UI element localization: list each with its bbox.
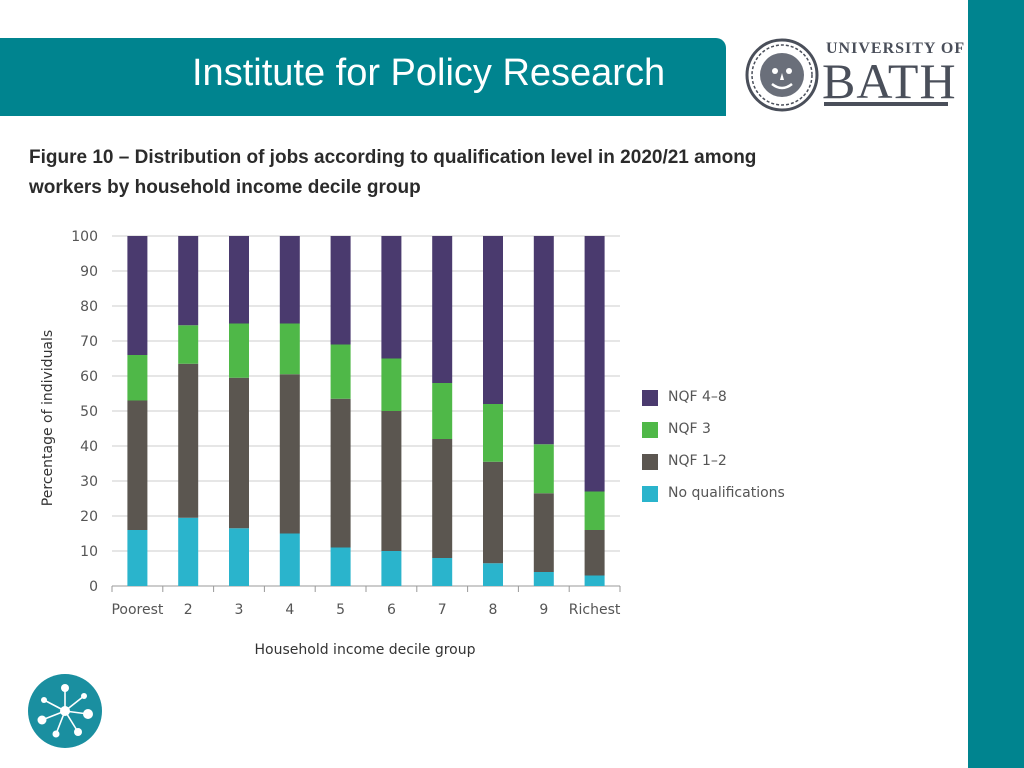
figure-title: Figure 10 – Distribution of jobs accordi… <box>29 147 757 198</box>
bar-segment <box>533 572 554 586</box>
x-tick-label: 5 <box>336 602 345 618</box>
x-axis-label: Household income decile group <box>255 642 476 658</box>
y-tick-label: 30 <box>80 474 98 490</box>
header-title: Institute for Policy Research <box>192 52 666 94</box>
logo-rule <box>824 102 948 106</box>
bar-segment <box>127 530 148 586</box>
logo-university-of: UNIVERSITY OF <box>826 40 966 57</box>
legend-swatch <box>642 422 658 438</box>
bar-segment <box>279 323 300 375</box>
bar-segment <box>533 444 554 494</box>
y-tick-label: 20 <box>80 509 98 525</box>
legend-swatch <box>642 390 658 406</box>
bar-segment <box>483 404 503 462</box>
x-tick-label: 2 <box>184 602 193 618</box>
bar-segment <box>178 236 199 326</box>
bar-segment <box>127 355 148 401</box>
bar-segment <box>279 533 300 586</box>
x-tick-label: 7 <box>438 602 447 618</box>
legend-label: NQF 1–2 <box>668 453 727 469</box>
x-tick-labels: Poorest 2 3 4 5 6 7 8 9 Richest <box>111 602 620 618</box>
bar-segment <box>533 236 554 445</box>
bar-segment <box>330 236 351 345</box>
bar-segment <box>127 400 148 530</box>
network-logo-icon <box>28 674 102 748</box>
bar-segment <box>229 323 249 378</box>
y-tick-label: 90 <box>80 264 98 280</box>
bar-segment <box>584 491 605 530</box>
bar-segment <box>279 236 300 324</box>
legend-swatch <box>642 486 658 502</box>
bar-segment <box>229 528 249 586</box>
legend-swatch <box>642 454 658 470</box>
bar-segment <box>178 517 199 586</box>
bar-segment <box>229 236 249 324</box>
bar-segment <box>381 551 402 586</box>
x-tick-label: 9 <box>539 602 548 618</box>
bar-segment <box>483 563 503 586</box>
bar-segment <box>178 325 199 364</box>
bar-segment <box>432 383 453 439</box>
bar-segment <box>483 236 503 404</box>
logo-bath: BATH <box>822 53 957 109</box>
y-tick-label: 10 <box>80 544 98 560</box>
y-tick-label: 40 <box>80 439 98 455</box>
chart-bars <box>127 236 605 586</box>
y-tick-label: 0 <box>89 579 98 595</box>
x-tick-label: Richest <box>569 602 621 618</box>
bar-segment <box>432 236 453 383</box>
y-tick-label: 80 <box>80 299 98 315</box>
bar-segment <box>483 461 503 564</box>
bath-seal-icon <box>745 38 819 112</box>
bar-segment <box>381 236 402 359</box>
x-tick-label: 6 <box>387 602 396 618</box>
bar-segment <box>330 398 351 548</box>
bar-segment <box>381 358 402 411</box>
bar-segment <box>432 439 453 558</box>
bar-segment <box>381 411 402 551</box>
legend-label: No qualifications <box>668 485 785 501</box>
bar-segment <box>584 236 605 492</box>
header-band <box>0 38 726 116</box>
bar-segment <box>584 575 605 586</box>
y-tick-label: 60 <box>80 369 98 385</box>
y-tick-label: 100 <box>71 229 98 245</box>
y-tick-label: 50 <box>80 404 98 420</box>
bar-segment <box>127 236 148 355</box>
bar-segment <box>279 374 300 534</box>
bar-segment <box>178 363 199 518</box>
x-tick-label: 3 <box>235 602 244 618</box>
bar-segment <box>432 558 453 586</box>
x-tick-label: Poorest <box>111 602 163 618</box>
bar-segment <box>533 493 554 572</box>
legend-label: NQF 3 <box>668 421 711 437</box>
bar-segment <box>229 377 249 529</box>
x-tick-label: 8 <box>489 602 498 618</box>
legend-label: NQF 4–8 <box>668 389 727 405</box>
y-axis-label: Percentage of individuals <box>40 330 56 506</box>
y-tick-labels: 0 10 20 30 40 50 60 70 80 90 100 <box>71 229 98 595</box>
stacked-bar-chart: 0 10 20 30 40 50 60 70 80 90 100 Poorest 2 3 4 5 6 7 8 9 Ri… <box>40 229 621 658</box>
bar-segment <box>330 547 351 586</box>
bar-segment <box>330 344 351 399</box>
y-tick-label: 70 <box>80 334 98 350</box>
right-side-bar <box>968 0 1024 768</box>
bar-segment <box>584 530 605 576</box>
x-tick-label: 4 <box>285 602 294 618</box>
